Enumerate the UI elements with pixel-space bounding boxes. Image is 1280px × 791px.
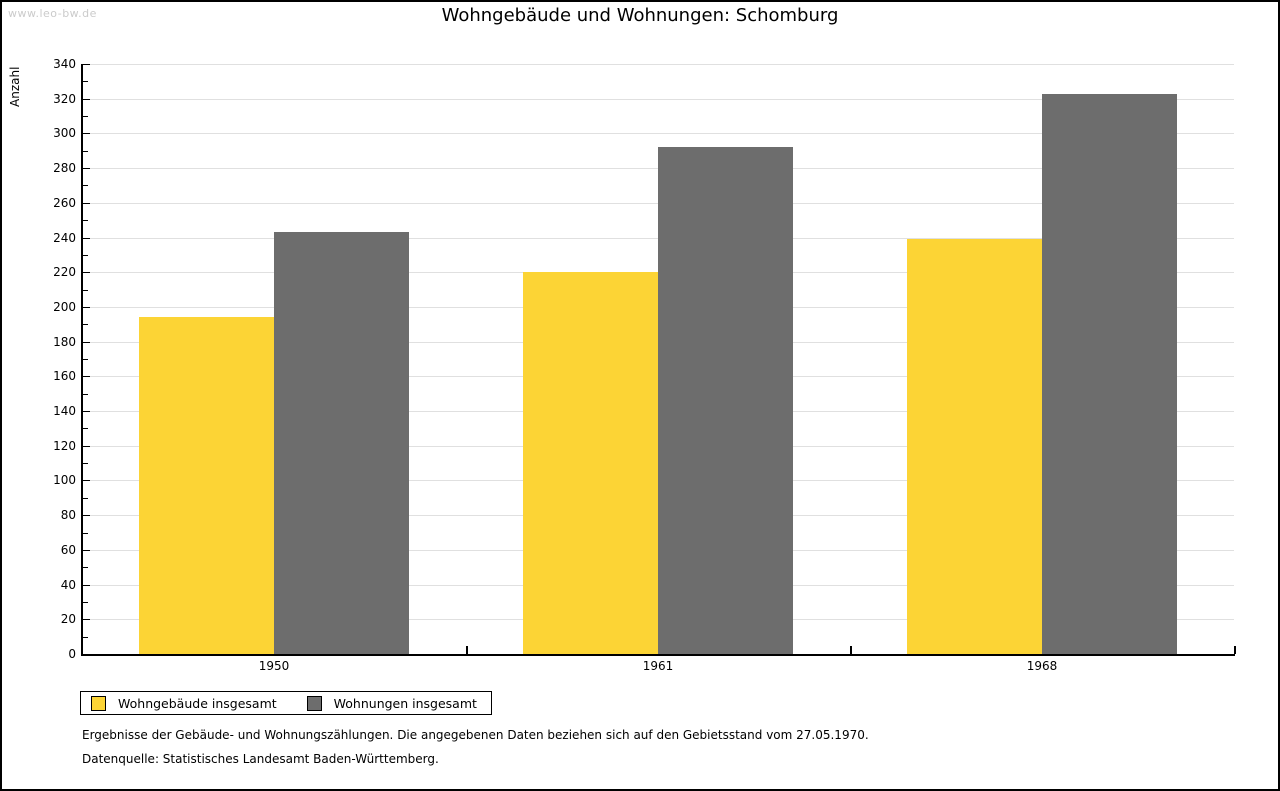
y-minor-tick — [83, 81, 88, 82]
y-gridline — [83, 99, 1234, 100]
y-minor-tick — [83, 463, 88, 464]
y-major-tick — [83, 550, 90, 551]
y-tick-label: 160 — [53, 369, 76, 384]
y-minor-tick — [83, 428, 88, 429]
legend-swatch-wohnungen-icon — [306, 695, 322, 711]
y-major-tick — [83, 515, 90, 516]
y-gridline — [83, 64, 1234, 65]
y-major-tick — [83, 480, 90, 481]
y-minor-tick — [83, 498, 88, 499]
y-tick-label: 240 — [53, 230, 76, 245]
y-minor-tick — [83, 290, 88, 291]
y-tick-label: 80 — [60, 508, 76, 523]
y-minor-tick — [83, 567, 88, 568]
x-tick-label: 1950 — [258, 659, 290, 673]
y-tick-label: 120 — [53, 438, 76, 453]
y-major-tick — [83, 238, 90, 239]
y-gridline — [83, 133, 1234, 134]
y-tick-label: 200 — [53, 299, 76, 314]
y-major-tick — [83, 376, 90, 377]
y-major-tick — [83, 585, 90, 586]
y-minor-tick — [83, 324, 88, 325]
y-minor-tick — [83, 220, 88, 221]
x-tick-label: 1961 — [642, 659, 674, 673]
y-major-tick — [83, 99, 90, 100]
y-tick-label: 320 — [53, 91, 76, 106]
footnote-datenquelle: Datenquelle: Statistisches Landesamt Bad… — [82, 752, 439, 766]
y-major-tick — [83, 133, 90, 134]
bar-wohnungen-1968 — [1042, 93, 1177, 654]
y-major-tick — [83, 203, 90, 204]
y-major-tick — [83, 168, 90, 169]
y-tick-label: 40 — [60, 577, 76, 592]
y-tick-label: 340 — [53, 57, 76, 71]
y-minor-tick — [83, 602, 88, 603]
y-minor-tick — [83, 359, 88, 360]
y-major-tick — [83, 446, 90, 447]
legend-label-wohnungen: Wohnungen insgesamt — [333, 695, 477, 711]
y-minor-tick — [83, 394, 88, 395]
y-tick-label: 100 — [53, 473, 76, 488]
x-tick-label: 1968 — [1026, 659, 1058, 673]
y-minor-tick — [83, 116, 88, 117]
x-axis-line — [81, 654, 1235, 656]
legend: Wohngebäude insgesamt Wohnungen insgesam… — [80, 691, 492, 715]
bar-wohnungen-1961 — [658, 147, 793, 654]
y-minor-tick — [83, 185, 88, 186]
x-boundary-tick — [466, 646, 468, 654]
y-major-tick — [83, 342, 90, 343]
bar-wohngebaeude-1961 — [523, 272, 658, 654]
legend-label-wohngebaeude: Wohngebäude insgesamt — [118, 695, 277, 711]
y-axis-line — [81, 64, 83, 656]
y-minor-tick — [83, 255, 88, 256]
bar-wohngebaeude-1950 — [139, 317, 274, 654]
y-minor-tick — [83, 637, 88, 638]
y-minor-tick — [83, 533, 88, 534]
y-tick-label: 60 — [60, 542, 76, 557]
bar-wohngebaeude-1968 — [907, 239, 1042, 654]
footnote-gebietsstand: Ergebnisse der Gebäude- und Wohnungszähl… — [82, 728, 869, 742]
bar-wohnungen-1950 — [274, 232, 409, 654]
y-tick-label: 180 — [53, 334, 76, 349]
y-tick-label: 280 — [53, 161, 76, 176]
y-major-tick — [83, 272, 90, 273]
y-tick-label: 140 — [53, 404, 76, 419]
y-major-tick — [83, 411, 90, 412]
y-tick-label: 260 — [53, 195, 76, 210]
y-minor-tick — [83, 151, 88, 152]
x-boundary-tick — [850, 646, 852, 654]
y-tick-label: 20 — [60, 612, 76, 627]
y-major-tick — [83, 619, 90, 620]
watermark: www.leo-bw.de — [8, 7, 97, 20]
legend-swatch-wohngebaeude-icon — [91, 695, 106, 711]
y-tick-label: 0 — [68, 647, 76, 661]
y-tick-label: 220 — [53, 265, 76, 280]
x-boundary-tick — [1234, 646, 1236, 654]
y-major-tick — [83, 64, 90, 65]
y-major-tick — [83, 307, 90, 308]
chart-title: Wohngebäude und Wohnungen: Schomburg — [441, 5, 839, 26]
y-tick-label: 300 — [53, 126, 76, 141]
